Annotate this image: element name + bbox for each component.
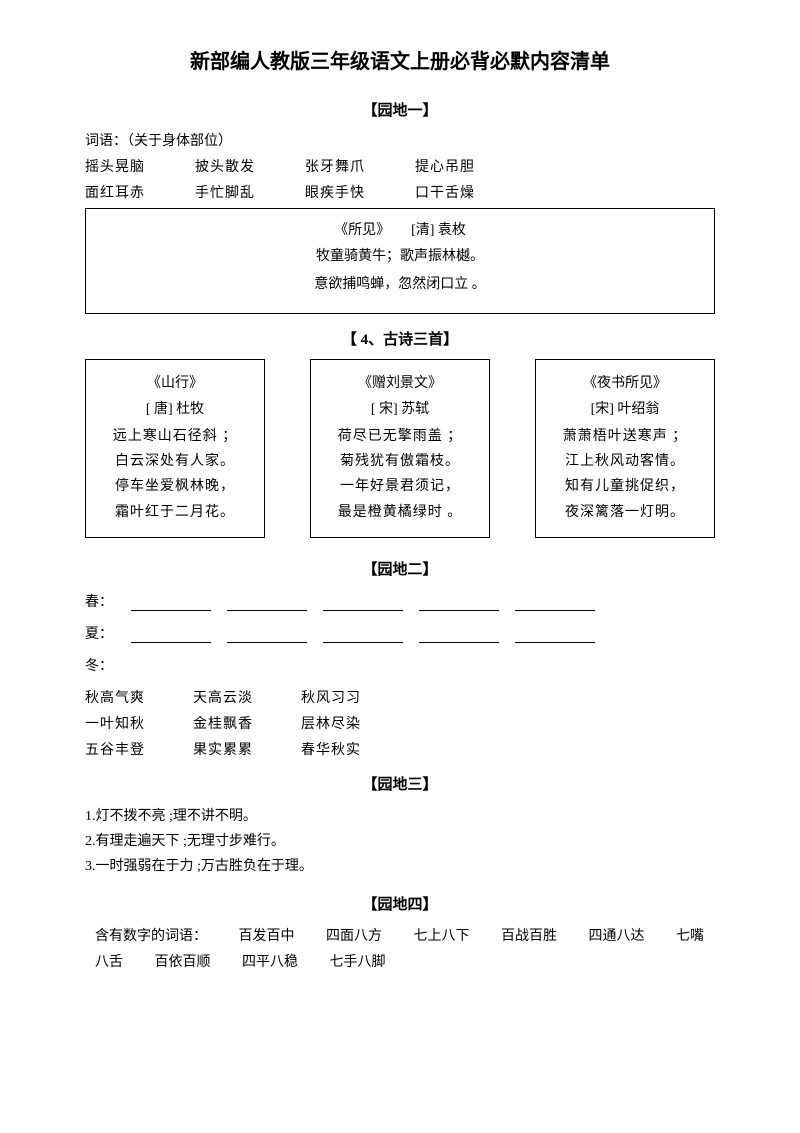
idiom: 四通八达 bbox=[589, 929, 645, 944]
poem-box-suojian: 《所见》 [清] 袁枚 牧童骑黄牛；歌声振林樾。 意欲捕鸣蝉，忽然闭口立 。 bbox=[85, 208, 715, 314]
poem-line: 意欲捕鸣蝉，忽然闭口立 。 bbox=[96, 273, 704, 293]
poem-line: 最是橙黄橘绿时 。 bbox=[317, 500, 483, 525]
idiom: 七上八下 bbox=[414, 929, 470, 944]
idiom: 提心吊胆 bbox=[415, 156, 525, 176]
blank bbox=[131, 629, 211, 643]
poem-line: 夜深篱落一灯明。 bbox=[542, 500, 708, 525]
poem-author: [ 宋] 苏轼 bbox=[317, 398, 483, 418]
section-1-header: 【园地一】 bbox=[85, 99, 715, 120]
idiom: 秋风习习 bbox=[301, 687, 409, 707]
idiom-row: 一叶知秋 金桂飘香 层林尽染 bbox=[85, 713, 715, 733]
poem-box-yeshu: 《夜书所见》 [宋] 叶绍翁 萧萧梧叶送寒声 ； 江上秋风动客情。 知有儿童挑促… bbox=[535, 359, 715, 538]
section-5-header: 【园地四】 bbox=[85, 893, 715, 914]
section-3-header: 【园地二】 bbox=[85, 558, 715, 579]
idiom: 口干舌燥 bbox=[415, 182, 525, 202]
idiom: 五谷丰登 bbox=[85, 739, 193, 759]
poem-line: 霜叶红于二月花。 bbox=[92, 500, 258, 525]
blank bbox=[419, 597, 499, 611]
proverb-item: 3.一时强弱在于力 ;万古胜负在于理。 bbox=[85, 854, 715, 879]
idiom-row: 摇头晃脑 披头散发 张牙舞爪 提心吊胆 bbox=[85, 156, 715, 176]
three-poems-row: 《山行》 [ 唐] 杜牧 远上寒山石径斜 ； 白云深处有人家。 停车坐爱枫林晚，… bbox=[85, 359, 715, 538]
poem-box-zengliu: 《赠刘景文》 [ 宋] 苏轼 荷尽已无擎雨盖 ； 菊残犹有傲霜枝。 一年好景君须… bbox=[310, 359, 490, 538]
poem-line: 江上秋风动客情。 bbox=[542, 449, 708, 474]
fill-spring: 春： bbox=[85, 591, 715, 611]
blank bbox=[419, 629, 499, 643]
idiom: 层林尽染 bbox=[301, 713, 409, 733]
poem-line: 远上寒山石径斜 ； bbox=[92, 424, 258, 449]
blank bbox=[227, 597, 307, 611]
idiom: 披头散发 bbox=[195, 156, 305, 176]
idiom-row: 五谷丰登 果实累累 春华秋实 bbox=[85, 739, 715, 759]
poem-title: 《所见》 [清] 袁枚 bbox=[96, 219, 704, 239]
poem-line: 白云深处有人家。 bbox=[92, 449, 258, 474]
poem-author: [宋] 叶绍翁 bbox=[542, 398, 708, 418]
fill-label: 春： bbox=[85, 591, 113, 611]
blank bbox=[131, 597, 211, 611]
poem-box-shanxing: 《山行》 [ 唐] 杜牧 远上寒山石径斜 ； 白云深处有人家。 停车坐爱枫林晚，… bbox=[85, 359, 265, 538]
idiom-row: 面红耳赤 手忙脚乱 眼疾手快 口干舌燥 bbox=[85, 182, 715, 202]
poem-line: 牧童骑黄牛；歌声振林樾。 bbox=[96, 245, 704, 265]
poem-title: 《赠刘景文》 bbox=[317, 372, 483, 392]
vocab-subtitle: 词语：（关于身体部位） bbox=[85, 130, 715, 150]
fill-summer: 夏： bbox=[85, 623, 715, 643]
page-title: 新部编人教版三年级语文上册必背必默内容清单 bbox=[85, 45, 715, 74]
autumn-idioms: 秋高气爽 天高云淡 秋风习习 一叶知秋 金桂飘香 层林尽染 五谷丰登 果实累累 … bbox=[85, 687, 715, 759]
number-idioms: 含有数字的词语： 百发百中 四面八方 七上八下 百战百胜 四通八达 七嘴八舌 百… bbox=[85, 924, 715, 974]
idiom: 秋高气爽 bbox=[85, 687, 193, 707]
idiom: 一叶知秋 bbox=[85, 713, 193, 733]
poem-title: 《山行》 bbox=[92, 372, 258, 392]
blank bbox=[323, 629, 403, 643]
idiom: 果实累累 bbox=[193, 739, 301, 759]
section-4-header: 【园地三】 bbox=[85, 773, 715, 794]
idiom: 面红耳赤 bbox=[85, 182, 195, 202]
proverb-item: 1.灯不拨不亮 ;理不讲不明。 bbox=[85, 804, 715, 829]
idiom: 四平八稳 bbox=[242, 955, 298, 970]
idiom-row: 秋高气爽 天高云淡 秋风习习 bbox=[85, 687, 715, 707]
fill-label: 夏： bbox=[85, 623, 113, 643]
blank bbox=[515, 597, 595, 611]
poem-title: 《夜书所见》 bbox=[542, 372, 708, 392]
idiom: 百发百中 bbox=[239, 929, 295, 944]
idiom: 摇头晃脑 bbox=[85, 156, 195, 176]
intro-label: 含有数字的词语： bbox=[95, 929, 207, 944]
fill-label: 冬： bbox=[85, 655, 113, 675]
idiom: 四面八方 bbox=[326, 929, 382, 944]
idiom: 金桂飘香 bbox=[193, 713, 301, 733]
section-2-header: 【 4、古诗三首】 bbox=[85, 328, 715, 349]
poem-line: 荷尽已无擎雨盖 ； bbox=[317, 424, 483, 449]
blank bbox=[227, 629, 307, 643]
poem-line: 菊残犹有傲霜枝。 bbox=[317, 449, 483, 474]
idiom: 眼疾手快 bbox=[305, 182, 415, 202]
fill-winter: 冬： bbox=[85, 655, 715, 675]
idiom: 手忙脚乱 bbox=[195, 182, 305, 202]
poem-line: 知有儿童挑促织， bbox=[542, 474, 708, 499]
poem-line: 萧萧梧叶送寒声 ； bbox=[542, 424, 708, 449]
idiom: 春华秋实 bbox=[301, 739, 409, 759]
idiom: 百依百顺 bbox=[155, 955, 211, 970]
poem-line: 停车坐爱枫林晚， bbox=[92, 474, 258, 499]
proverb-list: 1.灯不拨不亮 ;理不讲不明。 2.有理走遍天下 ;无理寸步难行。 3.一时强弱… bbox=[85, 804, 715, 880]
poem-author: [ 唐] 杜牧 bbox=[92, 398, 258, 418]
blank bbox=[515, 629, 595, 643]
idiom: 天高云淡 bbox=[193, 687, 301, 707]
poem-line: 一年好景君须记， bbox=[317, 474, 483, 499]
idiom: 张牙舞爪 bbox=[305, 156, 415, 176]
idiom: 七手八脚 bbox=[330, 955, 386, 970]
proverb-item: 2.有理走遍天下 ;无理寸步难行。 bbox=[85, 829, 715, 854]
idiom: 百战百胜 bbox=[501, 929, 557, 944]
blank bbox=[323, 597, 403, 611]
